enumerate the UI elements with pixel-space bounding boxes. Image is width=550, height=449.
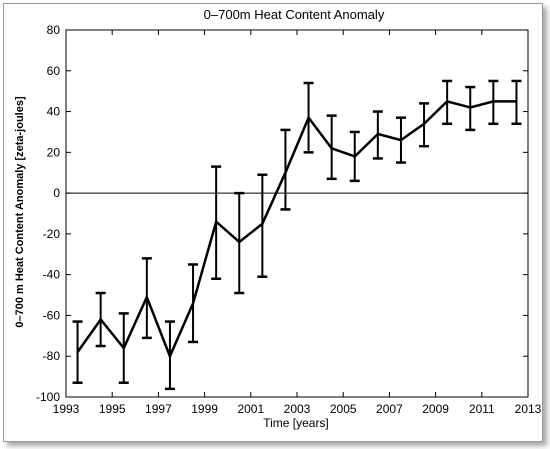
x-tick-label: 2009 xyxy=(422,402,449,416)
x-tick-label: 2013 xyxy=(515,402,542,416)
x-tick-label: 2005 xyxy=(330,402,357,416)
y-tick-label: -20 xyxy=(43,227,61,241)
x-tick-label: 2003 xyxy=(284,402,311,416)
chart-frame xyxy=(3,3,543,442)
plot-area xyxy=(65,29,529,398)
y-tick-label: 20 xyxy=(47,145,61,159)
x-axis: 1993 1995 1997 1999 2001 2003 2005 2007 2009 2011… xyxy=(53,30,542,416)
y-tick-label: -100 xyxy=(36,390,60,404)
x-tick-label: 2001 xyxy=(237,402,264,416)
y-tick-label: 80 xyxy=(47,23,61,37)
x-tick-label: 1995 xyxy=(99,402,126,416)
chart-title: 0–700m Heat Content Anomaly xyxy=(204,7,385,22)
y-tick-label: 40 xyxy=(47,105,61,119)
y-tick-label: -40 xyxy=(43,268,61,282)
error-bars xyxy=(72,79,522,391)
y-axis: -100 -80 -60 -40 -20 0 20 40 60 80 xyxy=(36,23,528,404)
y-axis-label: 0–700 m Heat Content Anomaly [zeta-joule… xyxy=(14,96,26,328)
y-tick-label: -80 xyxy=(43,349,61,363)
x-tick-label: 1997 xyxy=(145,402,172,416)
x-tick-label: 2007 xyxy=(376,402,403,416)
y-tick-label: 60 xyxy=(47,64,61,78)
y-tick-label: -60 xyxy=(43,308,61,322)
x-tick-label: 1999 xyxy=(191,402,218,416)
y-tick-label: 0 xyxy=(53,186,60,200)
x-tick-label: 2011 xyxy=(469,402,495,416)
series-line xyxy=(76,100,517,360)
x-tick-label: 1993 xyxy=(53,402,80,416)
x-axis-label: Time [years] xyxy=(263,416,329,430)
